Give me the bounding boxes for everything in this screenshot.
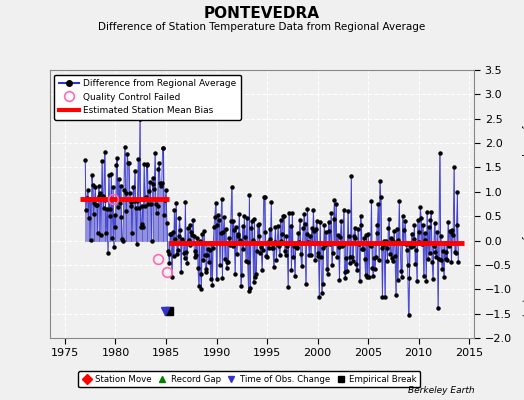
Legend: Station Move, Record Gap, Time of Obs. Change, Empirical Break: Station Move, Record Gap, Time of Obs. C… [78, 372, 420, 387]
Text: PONTEVEDRA: PONTEVEDRA [204, 6, 320, 21]
Text: Difference of Station Temperature Data from Regional Average: Difference of Station Temperature Data f… [99, 22, 425, 32]
Y-axis label: Monthly Temperature Anomaly Difference (°C): Monthly Temperature Anomaly Difference (… [521, 91, 524, 317]
Text: Berkeley Earth: Berkeley Earth [408, 386, 474, 395]
